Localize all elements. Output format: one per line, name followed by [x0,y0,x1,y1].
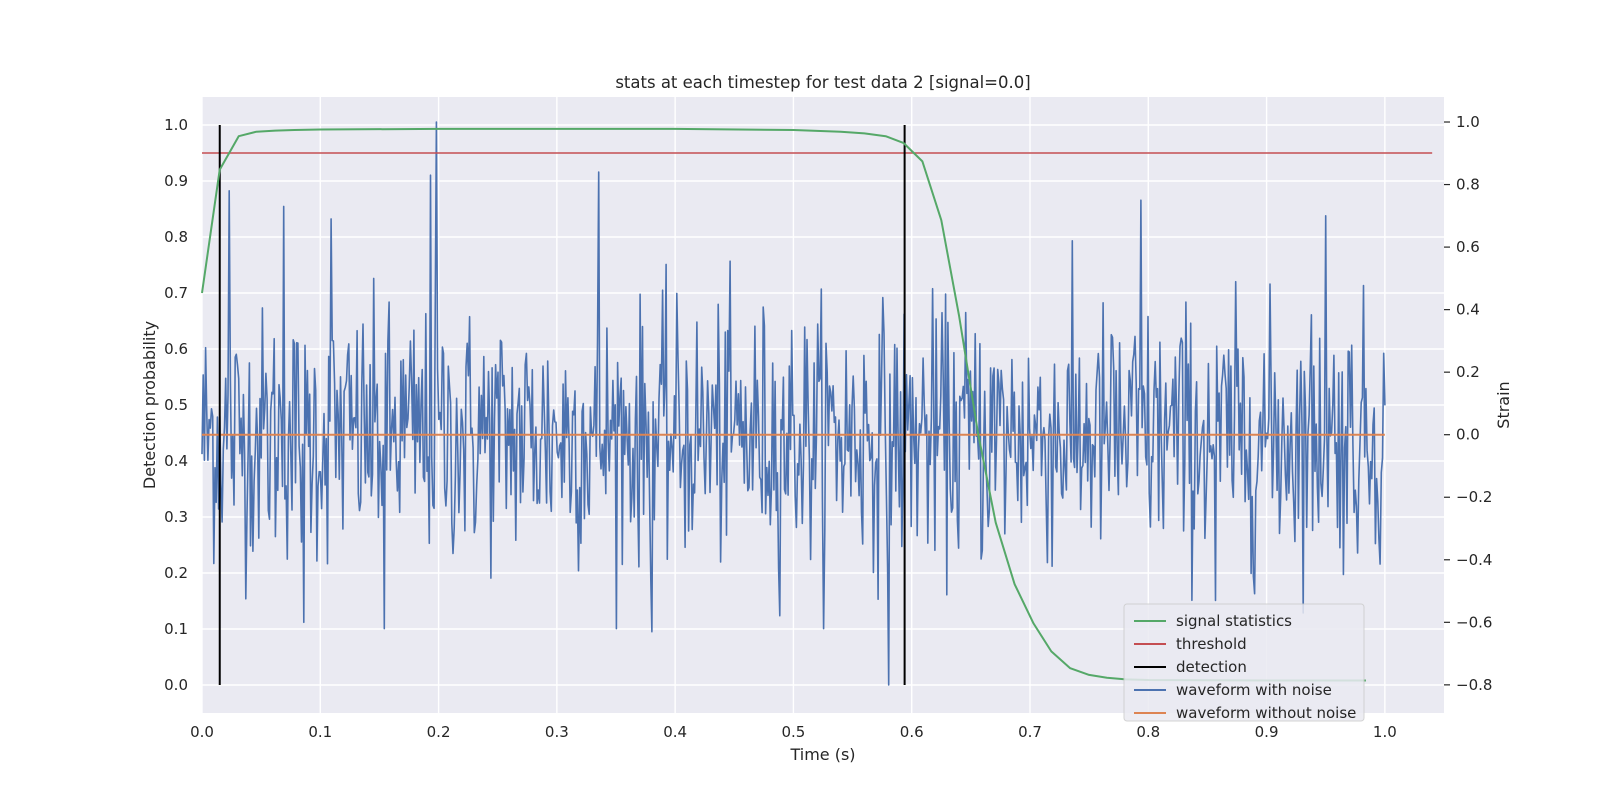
y-tick-label: 0.3 [164,508,188,526]
x-tick-label: 0.7 [1018,723,1042,741]
y-tick-label: 0.4 [164,452,188,470]
y-tick-label: 0.2 [164,564,188,582]
x-tick-label: 1.0 [1373,723,1397,741]
legend-label: waveform with noise [1176,681,1332,699]
y-right-tick-label: 0.6 [1456,238,1480,256]
x-tick-label: 0.3 [545,723,569,741]
x-axis-ticks: 0.0 0.1 0.2 0.3 0.4 0.5 0.6 0.7 0.8 0.9 1.0 [190,723,1397,741]
x-tick-label: 0.9 [1255,723,1279,741]
y-axis-ticks: 0.0 0.1 0.2 0.3 0.4 0.5 0.6 0.7 0.8 0.9 1.0 [164,116,188,694]
x-tick-label: 0.4 [663,723,687,741]
series-signal-statistics [201,127,1366,682]
y-tick-label: 0.7 [164,284,188,302]
y-tick-label: 0.1 [164,620,188,638]
series-waveform-with-noise [201,121,1386,686]
y-right-axis-ticks: −0.8 −0.6 −0.4 −0.2 0.0 0.2 0.4 0.6 0.8 1.0 [1444,113,1492,694]
x-axis-label: Time (s) [789,745,855,764]
legend-label: threshold [1176,635,1247,653]
legend: signal statistics threshold detection wavef… [1123,603,1365,722]
legend-box [1123,603,1365,722]
x-tick-label: 0.8 [1136,723,1160,741]
y-right-tick-label: 0.0 [1456,426,1480,444]
y-right-tick-label: 0.2 [1456,363,1480,381]
legend-label: detection [1176,658,1247,676]
chart-title: stats at each timestep for test data 2 [… [615,73,1030,92]
y-tick-label: 0.6 [164,340,188,358]
y-right-tick-label: −0.6 [1456,613,1492,631]
series-group [201,121,1433,686]
x-tick-label: 0.6 [900,723,924,741]
y-tick-label: 0.9 [164,172,188,190]
legend-label: waveform without noise [1176,704,1356,722]
y-tick-label: 0.8 [164,228,188,246]
y-right-tick-label: 0.8 [1456,176,1480,194]
y-right-tick-label: −0.2 [1456,488,1492,506]
y-axis-label: Detection probability [140,321,159,489]
x-tick-label: 0.2 [427,723,451,741]
x-tick-label: 0.1 [308,723,332,741]
y-tick-label: 1.0 [164,116,188,134]
y-tick-label: 0.5 [164,396,188,414]
x-tick-label: 0.5 [781,723,805,741]
y-right-tick-label: −0.4 [1456,551,1492,569]
y-right-tick-label: 1.0 [1456,113,1480,131]
x-tick-label: 0.0 [190,723,214,741]
y-tick-label: 0.0 [164,676,188,694]
y-right-axis-label: Strain [1494,381,1513,428]
y-right-tick-label: 0.4 [1456,301,1480,319]
legend-label: signal statistics [1176,612,1292,630]
y-right-tick-label: −0.8 [1456,676,1492,694]
